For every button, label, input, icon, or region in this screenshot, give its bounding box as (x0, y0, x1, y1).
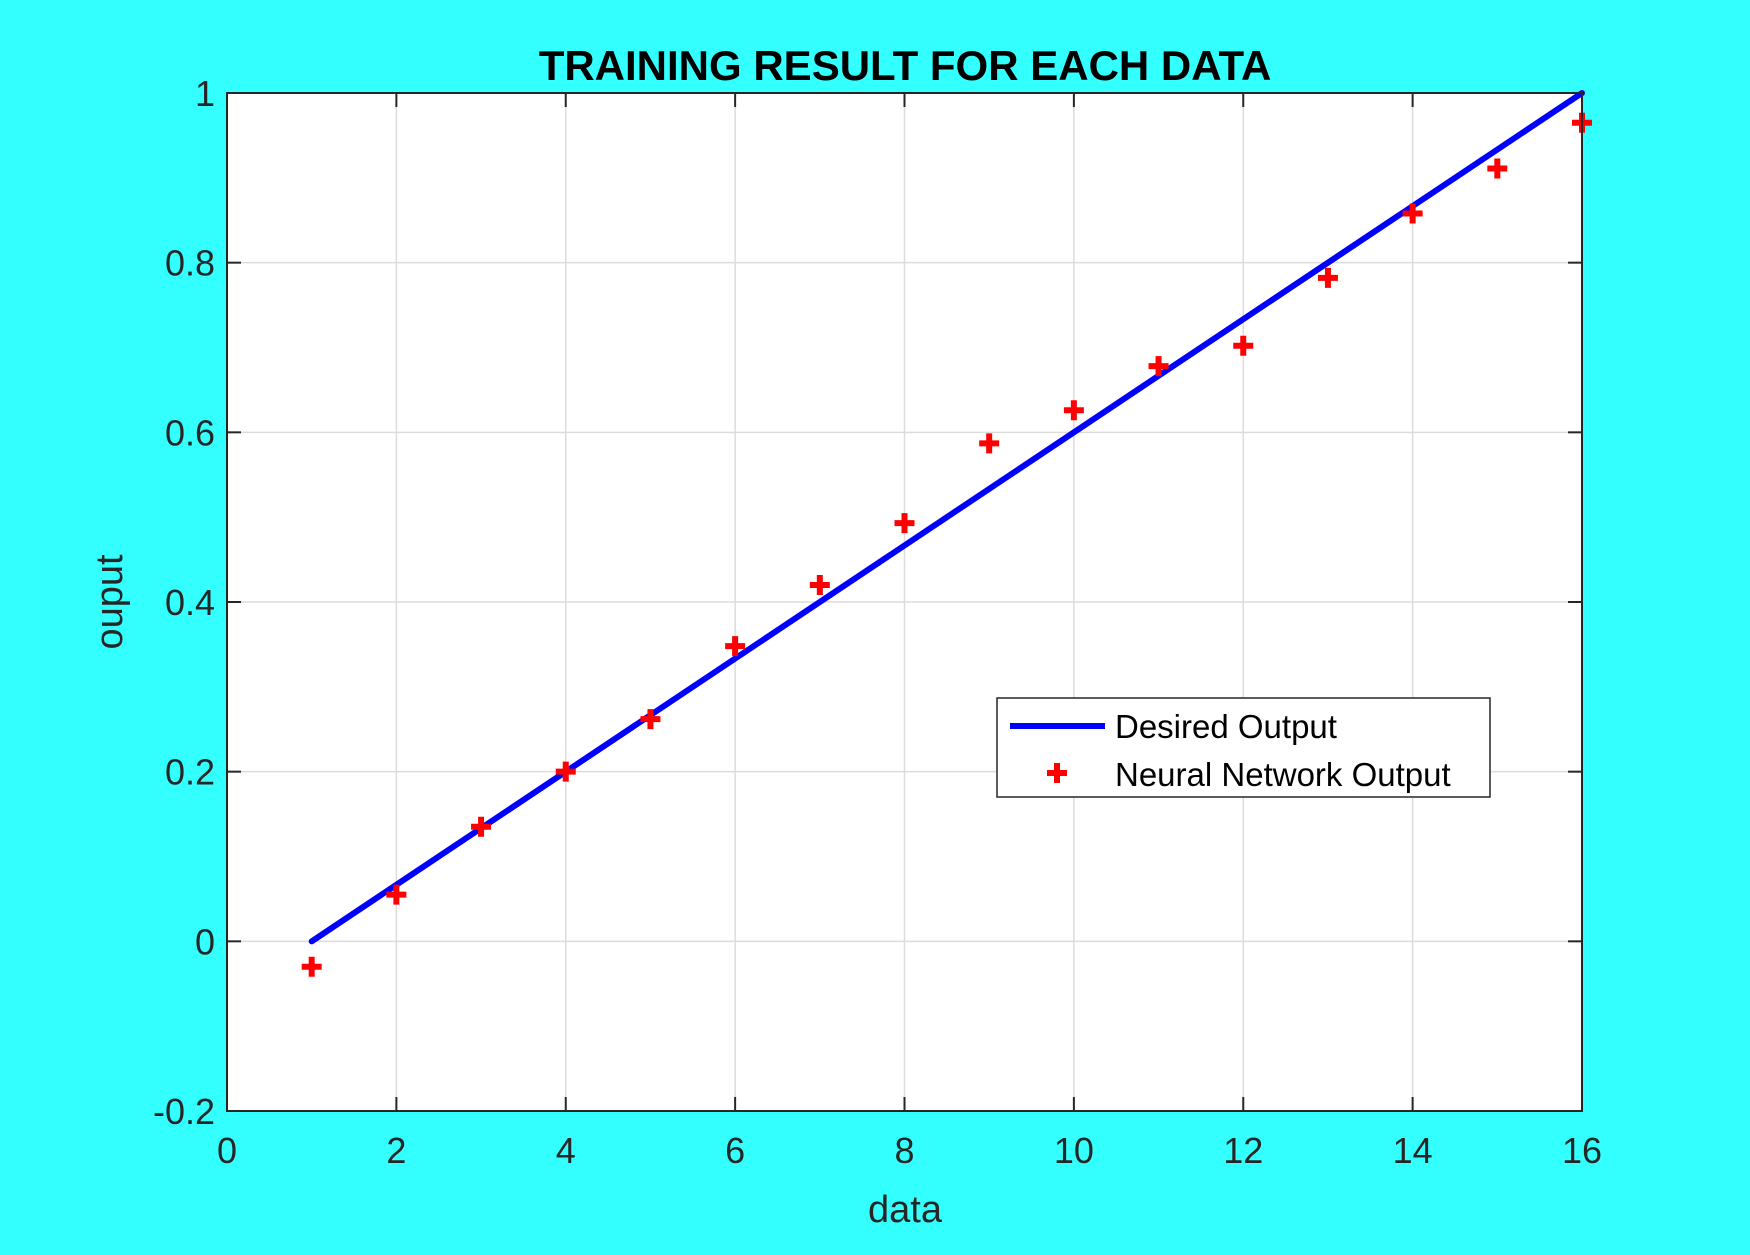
neural-network-output-point (1233, 335, 1254, 356)
neural-network-output-point (471, 816, 492, 837)
chart-title: TRAINING RESULT FOR EACH DATA (539, 42, 1272, 89)
x-tick-label: 6 (725, 1130, 745, 1171)
legend-label-neural-network-output: Neural Network Output (1115, 756, 1451, 793)
y-tick-label: 0.8 (165, 243, 215, 284)
x-tick-label: 4 (556, 1130, 576, 1171)
y-tick-label: 0.2 (165, 752, 215, 793)
neural-network-output-point (725, 636, 746, 657)
legend: Desired Output Neural Network Output (996, 697, 1491, 798)
y-tick-label: -0.2 (153, 1091, 215, 1132)
neural-network-output-point (301, 956, 322, 977)
x-tick-label: 12 (1223, 1130, 1263, 1171)
x-axis-label: data (868, 1189, 943, 1231)
neural-network-output-point (1487, 158, 1508, 179)
y-tick-labels: -0.2 0 0.2 0.4 0.6 0.8 1 (153, 73, 215, 1132)
neural-network-output-point (809, 575, 830, 596)
legend-marker-sample (1047, 763, 1067, 783)
x-tick-label: 10 (1054, 1130, 1094, 1171)
x-tick-label: 2 (386, 1130, 406, 1171)
y-tick-label: 0 (195, 921, 215, 962)
x-tick-label: 8 (894, 1130, 914, 1171)
legend-plus-marker (1047, 763, 1067, 783)
y-tick-label: 0.6 (165, 412, 215, 453)
x-tick-label: 14 (1393, 1130, 1433, 1171)
desired-output-line (308, 90, 1585, 945)
legend-label-desired-output: Desired Output (1115, 708, 1337, 745)
neural-network-output-point (1402, 203, 1423, 224)
x-tick-label: 0 (217, 1130, 237, 1171)
neural-network-output-point (640, 709, 661, 730)
neural-network-output-point (1317, 267, 1338, 288)
y-axis-label: ouput (89, 554, 131, 650)
neural-network-output-point (979, 433, 1000, 454)
y-tick-label: 0.4 (165, 582, 215, 623)
neural-network-output-point (894, 513, 915, 534)
neural-network-output-point (1063, 400, 1084, 421)
legend-box (996, 697, 1491, 798)
x-tick-label: 16 (1562, 1130, 1602, 1171)
neural-network-output-point (1148, 356, 1169, 377)
x-tick-labels: 0 2 4 6 8 10 12 14 16 (217, 1130, 1602, 1171)
neural-network-output-point (386, 884, 407, 905)
plot-frame (226, 92, 1583, 1112)
neural-network-output-point (555, 761, 576, 782)
desired-output-series (308, 90, 1585, 945)
y-tick-label: 1 (195, 73, 215, 114)
